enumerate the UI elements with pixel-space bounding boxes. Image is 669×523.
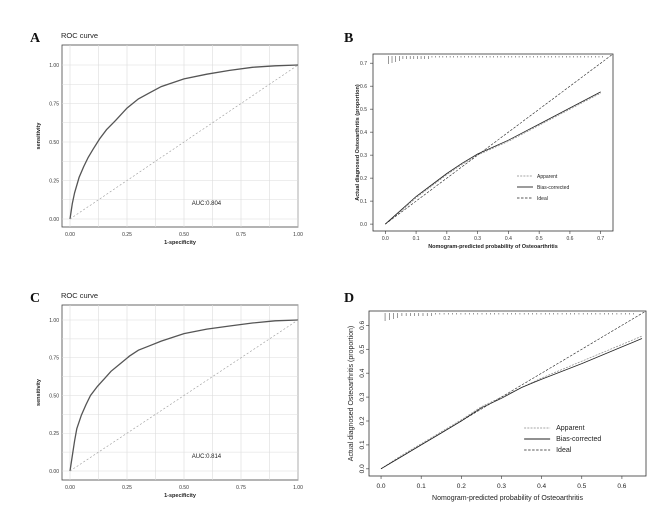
panel-letter: D	[344, 291, 354, 306]
x-axis-label: 1-specificity	[164, 240, 197, 246]
y-tick-label: 1.00	[49, 318, 59, 324]
chart-title: ROC curve	[61, 31, 98, 40]
x-tick-label: 0.6	[566, 236, 573, 242]
y-axis-label: Actual diagnosed Osteoarthritis (proport…	[355, 84, 361, 201]
y-tick-label: 0.75	[49, 101, 59, 107]
roc-curve-line	[69, 319, 298, 472]
chart-panel-a: A ROC curve 0.00 0.25 0.50 0.75 1.00 0.00 0.25 0.…	[30, 31, 303, 246]
panel-letter: C	[30, 291, 40, 306]
y-tick-label: 0.2	[360, 176, 367, 182]
plot-frame	[372, 53, 614, 232]
x-tick-label: 0.75	[236, 232, 246, 238]
y-tick-label: 0.6	[359, 320, 366, 329]
auc-annotation: AUC:0.814	[192, 454, 222, 460]
reference-diagonal-line	[69, 64, 298, 220]
x-axis-label: Nomogram-predicted probability of Osteoa…	[432, 495, 583, 502]
x-tick-label: 0.0	[382, 236, 389, 242]
x-tick-label: 0.2	[443, 236, 450, 242]
x-tick-label: 0.5	[536, 236, 543, 242]
x-tick-label: 0.4	[505, 236, 512, 242]
roc-curve-line	[69, 64, 298, 220]
x-tick-label: 0.3	[497, 483, 506, 490]
y-axis-label: sensitivity	[36, 122, 42, 150]
plot-frame	[368, 310, 647, 477]
y-tick-label: 0.4	[360, 130, 367, 136]
y-tick-label: 0.4	[359, 368, 366, 377]
y-tick-label: 0.50	[49, 140, 59, 146]
legend-label: Bias-corrected	[537, 185, 569, 191]
auc-annotation: AUC:0.804	[192, 201, 222, 207]
x-tick-label: 0.00	[65, 232, 75, 238]
legend-label: Apparent	[556, 425, 584, 432]
y-tick-label: 0.0	[360, 222, 367, 228]
y-tick-label: 0.6	[360, 84, 367, 90]
y-tick-label: 0.3	[360, 153, 367, 159]
x-tick-label: 0.5	[577, 483, 586, 490]
panel-letter: B	[344, 31, 353, 46]
y-tick-label: 0.5	[360, 107, 367, 113]
x-tick-label: 0.50	[179, 232, 189, 238]
plot-area	[61, 304, 299, 481]
x-tick-label: 0.0	[377, 483, 386, 490]
legend: Apparent Bias-corrected Ideal	[517, 174, 569, 202]
y-axis-label: Actual diagnosed Osteoarthritis (proport…	[348, 326, 355, 461]
x-tick-label: 0.25	[122, 232, 132, 238]
rug-marks	[384, 313, 635, 321]
reference-diagonal-line	[69, 319, 298, 472]
x-tick-label: 0.25	[122, 485, 132, 491]
x-tick-label: 0.7	[597, 236, 604, 242]
legend-label: Apparent	[537, 174, 558, 180]
y-tick-label: 0.3	[359, 392, 366, 401]
y-tick-label: 0.25	[49, 431, 59, 437]
legend-label: Ideal	[556, 447, 572, 454]
x-tick-label: 0.00	[65, 485, 75, 491]
y-tick-label: 0.2	[359, 416, 366, 425]
x-tick-label: 0.1	[417, 483, 426, 490]
chart-panel-b: B 0.0 0.1 0.2 0.3 0.4 0.5 0.6 0.7 0.0 0.1 0.2 0.3 0.4…	[344, 31, 614, 250]
x-tick-label: 0.3	[474, 236, 481, 242]
legend-label: Ideal	[537, 196, 548, 202]
legend: Apparent Bias-corrected Ideal	[524, 425, 601, 454]
x-tick-label: 0.4	[537, 483, 546, 490]
x-axis-label: Nomogram-predicted probability of Osteoa…	[428, 244, 558, 250]
y-tick-label: 0.1	[360, 199, 367, 205]
grid-lines	[62, 305, 299, 480]
y-tick-label: 0.50	[49, 393, 59, 399]
chart-panel-c: C ROC curve 0.00 0.25 0.50 0.75 1.00 0.00 0.25 0.…	[30, 291, 303, 499]
series-line-bias-corrected	[380, 338, 643, 470]
y-tick-label: 1.00	[49, 63, 59, 69]
series-line-apparent	[380, 335, 643, 470]
legend-label: Bias-corrected	[556, 436, 601, 443]
y-tick-label: 0.1	[359, 440, 366, 449]
x-tick-label: 0.50	[179, 485, 189, 491]
x-tick-label: 0.1	[413, 236, 420, 242]
series-line-ideal	[380, 311, 646, 470]
panel-letter: A	[30, 31, 41, 46]
chart-panel-d: D 0.0 0.1 0.2 0.3 0.4 0.5 0.6 0.0 0.1 0.2 0.3 0.4 0.5…	[344, 291, 647, 502]
chart-title: ROC curve	[61, 291, 98, 300]
y-tick-label: 0.00	[49, 217, 59, 223]
y-tick-label: 0.7	[360, 61, 367, 67]
y-tick-label: 0.25	[49, 178, 59, 184]
x-axis-label: 1-specificity	[164, 493, 197, 499]
y-tick-label: 0.0	[359, 464, 366, 473]
x-tick-label: 1.00	[293, 232, 303, 238]
x-tick-label: 0.6	[617, 483, 626, 490]
y-axis-label: sensitivity	[36, 378, 42, 406]
x-tick-label: 0.2	[457, 483, 466, 490]
series-line-ideal	[385, 54, 613, 225]
y-tick-label: 0.00	[49, 469, 59, 475]
rug-marks	[388, 56, 603, 64]
y-tick-label: 0.5	[359, 344, 366, 353]
grid-lines	[62, 45, 299, 227]
x-tick-label: 0.75	[236, 485, 246, 491]
series-line-apparent	[385, 92, 601, 225]
x-tick-label: 1.00	[293, 485, 303, 491]
y-tick-label: 0.75	[49, 356, 59, 362]
series-line-bias-corrected	[385, 91, 601, 225]
